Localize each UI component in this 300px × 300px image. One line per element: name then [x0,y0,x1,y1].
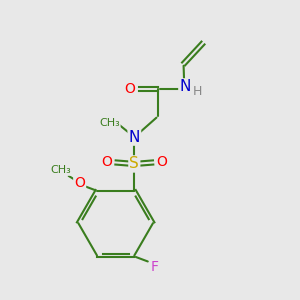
Text: CH₃: CH₃ [51,165,71,175]
Text: O: O [157,155,167,170]
Text: CH₃: CH₃ [99,118,120,128]
Text: O: O [124,82,135,96]
Text: O: O [101,155,112,170]
Text: O: O [74,176,85,190]
Text: N: N [179,80,191,94]
Text: S: S [129,157,139,172]
Text: H: H [192,85,202,98]
Text: F: F [150,260,158,274]
Text: N: N [129,130,140,145]
